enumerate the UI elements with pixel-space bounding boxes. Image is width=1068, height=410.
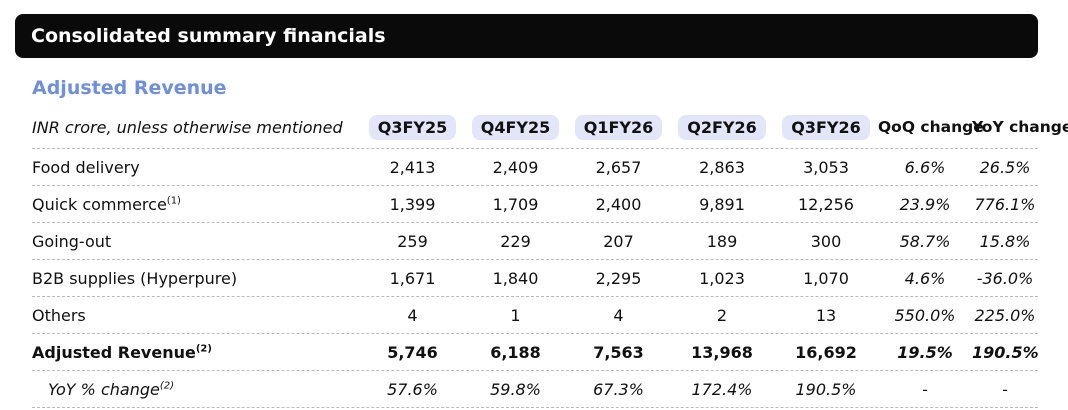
column-header: QoQ change <box>878 118 984 136</box>
row-label-cell: B2B supplies (Hyperpure) <box>32 269 361 288</box>
cell: 4.6% <box>904 268 946 288</box>
cell: 190.5% <box>972 342 1039 362</box>
cell: 2,400 <box>595 194 642 214</box>
column-cell: Q3FY25 <box>361 114 464 140</box>
row-label: Adjusted Revenue <box>32 342 196 362</box>
column-cell: Q1FY26 <box>567 114 670 140</box>
cell: -36.0% <box>976 268 1034 288</box>
cell: 12,256 <box>798 194 854 214</box>
cell: 6,188 <box>490 342 541 362</box>
table-row: Food delivery 2,413 2,409 2,657 2,863 3,053 6.… <box>32 149 1038 186</box>
cell: 2,863 <box>699 157 745 177</box>
cell: 4 <box>407 305 418 325</box>
row-label: Food delivery <box>32 157 140 177</box>
title: Consolidated summary financials <box>31 25 386 47</box>
cell: 4 <box>613 305 624 325</box>
cell: 1 <box>510 305 521 325</box>
cell: 9,891 <box>699 194 745 214</box>
cell: - <box>922 379 928 399</box>
column-header: INR crore, unless otherwise mentioned <box>32 117 343 137</box>
table: INR crore, unless otherwise mentioned Q3F… <box>32 106 1068 408</box>
cell: 189 <box>706 231 738 251</box>
column-header: Q4FY25 <box>471 114 560 140</box>
row-label: YoY % change <box>48 379 160 399</box>
table-row: B2B supplies (Hyperpure) 1,671 1,840 2,295 1… <box>32 260 1038 297</box>
column-cell: Q3FY26 <box>774 114 878 140</box>
cell: 23.9% <box>899 194 951 214</box>
row-label-cell: Quick commerce(1) <box>32 195 361 214</box>
row-label-cell: Others <box>32 306 361 325</box>
table-row: Adjusted Revenue(2) 5,746 6,188 7,563 13,968… <box>32 334 1039 371</box>
title-bar: Consolidated summary financials <box>15 14 1038 58</box>
cell: - <box>1002 379 1008 399</box>
cell: 1,840 <box>492 268 539 288</box>
cell: 3,053 <box>803 157 849 177</box>
footnote-ref: (1) <box>166 195 181 207</box>
column-header: YoY change <box>972 118 1068 136</box>
cell: 550.0% <box>894 305 956 325</box>
row-label-cell: Food delivery <box>32 158 361 177</box>
cell: 2 <box>716 305 728 325</box>
cell: 259 <box>397 231 428 251</box>
cell: 2,409 <box>492 157 539 177</box>
cell: 57.6% <box>387 379 438 399</box>
cell: 19.5% <box>897 342 953 362</box>
cell: 225.0% <box>974 305 1036 325</box>
cell: 13 <box>815 305 837 325</box>
subtitle: Adjusted Revenue <box>32 77 227 99</box>
footnote-ref: (2) <box>195 343 212 355</box>
cell: 1,709 <box>492 194 539 214</box>
footnote-ref: (2) <box>159 380 175 392</box>
cell: 13,968 <box>691 342 753 362</box>
cell: 26.5% <box>979 157 1031 177</box>
cell: 59.8% <box>490 379 541 399</box>
table-row: Going-out 259 229 207 189 300 58.7% 15.8% <box>32 223 1038 260</box>
cell: 300 <box>810 231 842 251</box>
row-label: Going-out <box>32 231 112 251</box>
cell: 16,692 <box>795 342 857 362</box>
cell: 7,563 <box>593 342 644 362</box>
cell: 172.4% <box>691 379 753 399</box>
cell: 2,295 <box>595 268 642 288</box>
cell: 6.6% <box>904 157 946 177</box>
row-label-cell: Going-out <box>32 232 361 251</box>
column-cell: Q2FY26 <box>670 114 774 140</box>
table-row: Quick commerce(1) 1,399 1,709 2,400 9,891 12,… <box>32 186 1038 223</box>
cell: 58.7% <box>899 231 951 251</box>
table-row: YoY % change(2) 57.6% 59.8% 67.3% 172.4% 190.… <box>32 371 1038 408</box>
column-header: Q1FY26 <box>574 114 663 140</box>
column-header: Q3FY26 <box>782 114 870 140</box>
cell: 1,399 <box>389 194 436 214</box>
cell: 776.1% <box>974 194 1036 214</box>
row-label: B2B supplies (Hyperpure) <box>32 268 238 288</box>
cell: 229 <box>500 231 531 251</box>
cell: 5,746 <box>387 342 438 362</box>
row-label-cell: YoY % change(2) <box>32 380 361 399</box>
cell: 1,070 <box>803 268 849 288</box>
row-label-cell: Adjusted Revenue(2) <box>32 343 361 362</box>
cell: 207 <box>603 231 634 251</box>
column-cell: Q4FY25 <box>464 114 567 140</box>
column-header: Q3FY25 <box>368 114 457 140</box>
cell: 2,657 <box>595 157 642 177</box>
column-header: Q2FY26 <box>678 114 766 140</box>
cell: 190.5% <box>795 379 857 399</box>
table-row: Others 4 1 4 2 13 550.0% 225.0% <box>32 297 1038 334</box>
cell: 2,413 <box>389 157 436 177</box>
cell: 15.8% <box>979 231 1031 251</box>
cell: 67.3% <box>593 379 644 399</box>
cell: 1,671 <box>389 268 436 288</box>
row-label: Quick commerce <box>32 194 167 214</box>
cell: 1,023 <box>699 268 745 288</box>
header-row: INR crore, unless otherwise mentioned Q3F… <box>32 106 1068 149</box>
row-label: Others <box>32 305 86 325</box>
